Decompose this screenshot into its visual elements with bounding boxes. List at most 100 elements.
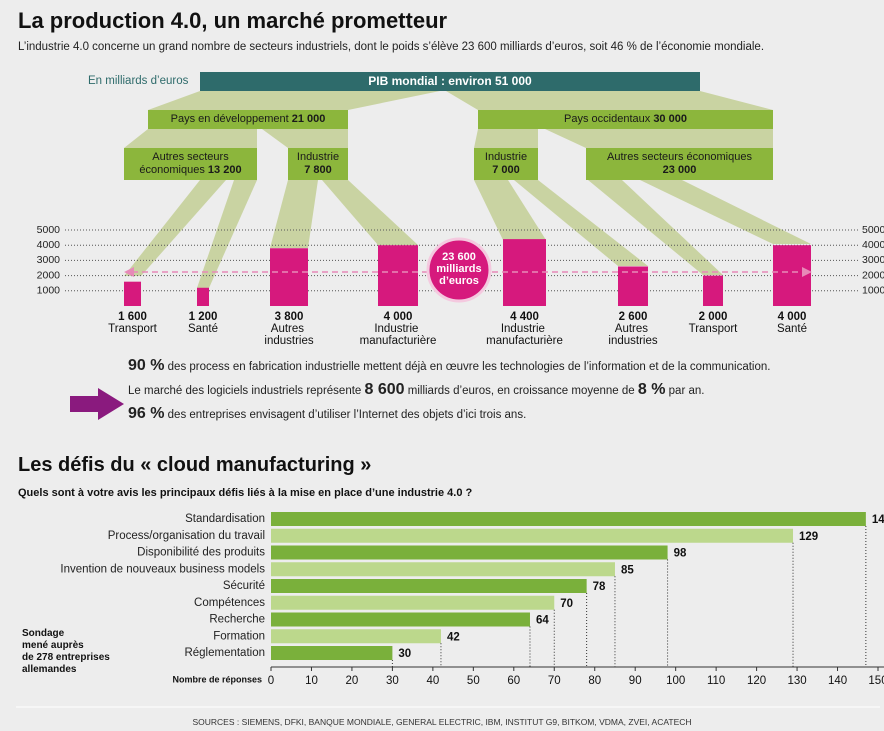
label-line: Autres [271, 323, 307, 335]
value-label: 1 600 [118, 311, 147, 323]
label-line: manufacturière [486, 335, 563, 347]
root-label: PIB mondial : environ 51 000 [368, 74, 532, 88]
category-label: Industrie manufacturière [486, 323, 563, 347]
bar [271, 562, 615, 577]
unit-label: En milliards d’euros [88, 75, 189, 87]
title: La production 4.0, un marché prometteur [18, 8, 448, 33]
x-tick-label: 130 [787, 675, 806, 687]
category-label: Transport [689, 323, 739, 335]
value-label: 4 400 [510, 311, 539, 323]
bar [271, 595, 555, 610]
bar [271, 646, 393, 660]
bar [124, 281, 141, 306]
category-label: Santé [188, 323, 218, 335]
label-line: Autres [615, 323, 651, 335]
x-tick-label: 40 [426, 675, 439, 687]
x-tick-label: 10 [305, 675, 318, 687]
value-label: 85 [621, 564, 634, 576]
fact-figure: 8 600 [364, 381, 405, 398]
box-label: Autres secteurs [152, 151, 229, 163]
y-tick-label: 1000 [862, 285, 884, 297]
value-label: 129 [799, 531, 818, 543]
label-line: manufacturière [360, 335, 437, 347]
connector [322, 180, 418, 245]
bar [271, 512, 866, 526]
fact-figure: 8 % [637, 381, 666, 398]
connector [262, 129, 348, 148]
label-line: Industrie [374, 323, 421, 335]
arrow-head [802, 267, 812, 277]
label-line: industries [608, 335, 657, 347]
box-text: Pays en développement 21 000 [148, 113, 348, 126]
label-line: Transport [689, 323, 739, 335]
y-tick-label: 3000 [37, 254, 61, 266]
y-tick-label: 2000 [37, 269, 61, 281]
bar [773, 245, 811, 306]
x-tick-label: 100 [666, 675, 685, 687]
badge-text: d’euros [439, 275, 479, 287]
subtitle: L’industrie 4.0 concerne un grand nombre… [18, 41, 765, 53]
connector [148, 91, 440, 110]
box-value: 23 000 [662, 164, 697, 176]
x-tick-label: 70 [548, 675, 561, 687]
bar [271, 612, 530, 627]
label-line: Santé [777, 323, 807, 335]
connector [124, 129, 257, 148]
bar [271, 528, 794, 543]
category-label: Industrie manufacturière [360, 323, 437, 347]
fact-text: milliards d’euros, en croissance moyenne… [404, 385, 638, 397]
value-label: 30 [398, 648, 411, 660]
survey-note: Sondage mené auprès de 278 entreprises a… [22, 628, 110, 676]
y-tick-label: 1000 [37, 285, 61, 297]
connector [446, 91, 773, 110]
connector [474, 129, 538, 148]
box-value: 13 200 [207, 164, 242, 176]
value-label: 2 600 [619, 311, 648, 323]
box-value: 7 000 [492, 164, 520, 176]
badge [426, 237, 492, 303]
value-label: 4 000 [384, 311, 413, 323]
arrow-icon [70, 388, 124, 420]
fact-text: des entreprises envisagent d’utiliser l’… [164, 409, 527, 421]
bar [270, 248, 308, 306]
category-label: Formation [213, 630, 265, 642]
box-text: Pays occidentaux 30 000 [478, 113, 773, 126]
region-box: Pays en développement 21 000 [148, 110, 348, 129]
category-label: Process/organisation du travail [108, 530, 265, 542]
y-tick-label: 5000 [862, 224, 884, 236]
label-line: Industrie [501, 323, 548, 335]
y-tick-label: 4000 [37, 239, 61, 251]
box-label: Pays occidentaux [564, 113, 651, 125]
x-tick-label: 60 [507, 675, 520, 687]
box-label: Pays en développement [170, 113, 289, 125]
badge-text: milliards [436, 263, 481, 275]
category-label: Autres industries [264, 323, 313, 347]
y-tick-label: 4000 [862, 239, 884, 251]
category-label: Invention de nouveaux business models [60, 563, 265, 575]
category-label: Autres industries [608, 323, 657, 347]
value-label: 2 000 [699, 311, 728, 323]
bar [378, 245, 418, 306]
source: SOURCES : SIEMENS, DFKI, BANQUE MONDIALE… [192, 717, 692, 727]
connector [514, 180, 648, 266]
y-tick-label: 5000 [37, 224, 61, 236]
connector [124, 180, 226, 276]
box-label: Autres secteurs économiques [607, 151, 752, 163]
fact-figure: 96 % [128, 405, 165, 422]
category-label: Sécurité [223, 580, 265, 592]
sector-box: Autres secteurs économiques 23 000 [586, 148, 773, 180]
value-label: 147 [872, 514, 884, 526]
value-label: 4 000 [778, 311, 807, 323]
fact-text: des process en fabrication industrielle … [164, 361, 771, 373]
category-label: Santé [777, 323, 807, 335]
bar [271, 545, 668, 560]
sector-box: Industrie 7 000 [474, 148, 538, 180]
value-label: 98 [674, 548, 687, 560]
box-value: 30 000 [653, 113, 687, 125]
box-value: 7 800 [304, 164, 332, 176]
connector [474, 180, 546, 240]
connector [545, 129, 773, 148]
fact-figure: 90 % [128, 357, 165, 374]
